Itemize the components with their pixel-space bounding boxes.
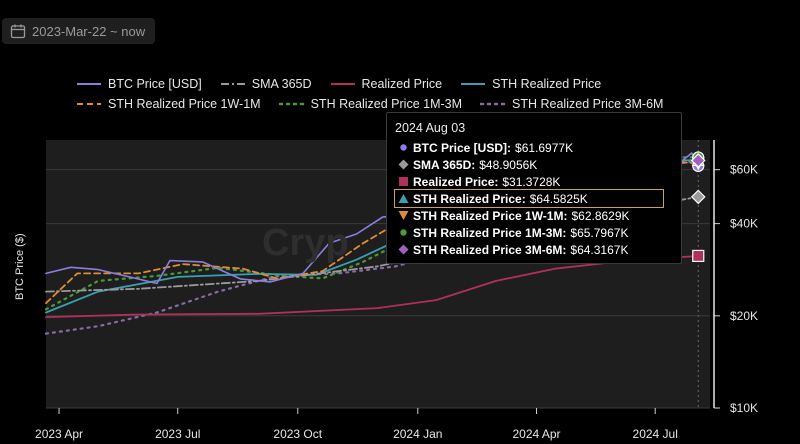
tooltip-separator: : xyxy=(562,242,567,257)
tooltip-label: BTC Price [USD] xyxy=(413,140,508,155)
legend-label: SMA 365D xyxy=(251,77,312,91)
legend-label: STH Realized Price 1W-1M xyxy=(108,97,261,111)
x-tick-label: 2024 Apr xyxy=(512,427,560,441)
series-line-realized-price[interactable] xyxy=(45,254,700,319)
legend-item-btc-price-usd[interactable]: BTC Price [USD] xyxy=(76,77,202,91)
tooltip-value: $31.3728K xyxy=(502,174,561,189)
tooltip-row-sma-365d: SMA 365D: $48.9056K xyxy=(395,156,673,173)
legend-swatch-sth-realized-price-1w-1m xyxy=(77,103,101,105)
tooltip-label: STH Realized Price 3M-6M xyxy=(413,242,563,257)
x-tick-label: 2023 Oct xyxy=(273,427,322,441)
tooltip-row-sth-realized-price: STH Realized Price: $64.5825K xyxy=(394,189,664,208)
tooltip-separator: : xyxy=(471,157,476,172)
tooltip-value: $64.3167K xyxy=(570,242,629,257)
legend-item-sth-realized-price[interactable]: STH Realized Price xyxy=(460,77,601,91)
legend-label: STH Realized Price 1M-3M xyxy=(310,97,463,111)
tooltip-value: $64.5825K xyxy=(529,191,588,206)
y-tick-label: $10K xyxy=(730,401,758,415)
circle-marker-icon xyxy=(397,142,409,153)
calendar-icon xyxy=(10,24,26,39)
tooltip-separator: : xyxy=(494,174,499,189)
diamond-marker-icon xyxy=(397,244,409,255)
tooltip-separator: : xyxy=(562,225,567,240)
y-tick-label: $20K xyxy=(730,309,758,323)
diamond-marker-icon xyxy=(397,159,409,170)
triangle-up-marker-icon xyxy=(397,193,409,204)
legend-label: STH Realized Price 3M-6M xyxy=(512,97,664,111)
circle-marker-icon xyxy=(397,227,409,238)
chart-tooltip: 2024 Aug 03 BTC Price [USD]: $61.6977K SMA… xyxy=(386,112,682,264)
watermark: Cryp xyxy=(262,222,349,264)
tooltip-separator: : xyxy=(521,191,526,206)
legend-swatch-sth-realized-price-3m-6m xyxy=(480,102,507,106)
legend-swatch-sma-365d xyxy=(220,83,245,85)
legend-swatch-btc-price-usd xyxy=(77,83,101,85)
tooltip-value: $65.7967K xyxy=(570,225,629,240)
x-tick-label: 2023 Apr xyxy=(35,427,83,441)
y-tick-label: $40K xyxy=(730,217,758,231)
hover-marker-realized-price xyxy=(692,249,705,263)
triangle-down-marker-icon xyxy=(397,210,409,221)
tooltip-row-sth-realized-price-1m-3m: STH Realized Price 1M-3M: $65.7967K xyxy=(395,224,673,241)
hover-marker-sth-realized-price-3m-6m xyxy=(690,153,706,168)
tooltip-date: 2024 Aug 03 xyxy=(395,121,466,135)
tooltip-row-realized-price: Realized Price: $31.3728K xyxy=(395,173,673,190)
legend-swatch-realized-price xyxy=(330,83,355,85)
legend-label: STH Realized Price xyxy=(492,77,602,91)
date-range-selector[interactable]: 2023-Mar-22 ~ now xyxy=(2,18,156,44)
tooltip-separator: : xyxy=(563,208,568,223)
tooltip-label: SMA 365D xyxy=(413,157,472,172)
tooltip-label: Realized Price xyxy=(413,174,495,189)
square-marker-icon xyxy=(397,176,409,187)
tooltip-label: STH Realized Price 1M-3M xyxy=(413,225,563,240)
tooltip-value: $62.8629K xyxy=(571,208,630,223)
y-tick-label: $60K xyxy=(730,163,758,177)
hover-marker-sma-365d xyxy=(690,189,706,205)
legend-item-sth-realized-price-1m-3m[interactable]: STH Realized Price 1M-3M xyxy=(278,97,463,111)
date-range-label: 2023-Mar-22 ~ now xyxy=(32,23,146,39)
tooltip-separator: : xyxy=(507,140,512,155)
x-tick-label: 2023 Jul xyxy=(155,427,200,441)
x-tick-label: 2024 Jan xyxy=(393,427,442,441)
tooltip-label: STH Realized Price xyxy=(413,191,522,206)
series-line-sth-realized-price-1m-3m[interactable] xyxy=(44,155,700,311)
x-tick-label: 2024 Jul xyxy=(633,427,678,441)
tooltip-label: STH Realized Price 1W-1M xyxy=(413,208,564,223)
legend-swatch-sth-realized-price-1m-3m xyxy=(278,102,305,106)
legend-item-sth-realized-price-1w-1m[interactable]: STH Realized Price 1W-1M xyxy=(76,97,261,111)
legend-item-realized-price[interactable]: Realized Price xyxy=(330,77,443,91)
chart-legend: BTC Price [USD] SMA 365D Realized Price STH… xyxy=(76,74,716,114)
legend-item-sth-realized-price-3m-6m[interactable]: STH Realized Price 3M-6M xyxy=(480,97,663,111)
tooltip-value: $48.9056K xyxy=(479,157,538,172)
legend-label: Realized Price xyxy=(361,77,443,91)
tooltip-value: $61.6977K xyxy=(515,140,574,155)
tooltip-row-btc-price-usd: BTC Price [USD]: $61.6977K xyxy=(395,139,673,156)
legend-swatch-sth-realized-price xyxy=(461,83,486,85)
legend-item-sma-365d[interactable]: SMA 365D xyxy=(220,77,312,91)
legend-label: BTC Price [USD] xyxy=(108,77,202,91)
series-line-sth-realized-price-3m-6m[interactable] xyxy=(44,159,700,335)
tooltip-row-sth-realized-price-1w-1m: STH Realized Price 1W-1M: $62.8629K xyxy=(395,207,673,224)
tooltip-row-sth-realized-price-3m-6m: STH Realized Price 3M-6M: $64.3167K xyxy=(395,241,673,258)
